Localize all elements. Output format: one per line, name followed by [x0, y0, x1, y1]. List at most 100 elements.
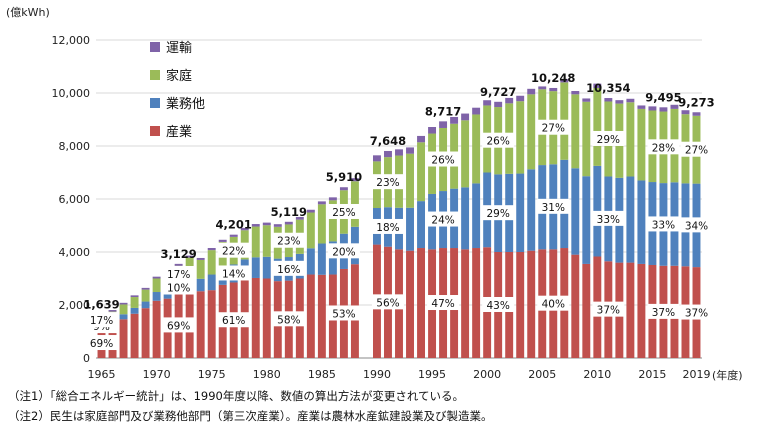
bar-segment-産業: [626, 262, 635, 358]
bar-segment-産業: [516, 252, 525, 358]
percent-label-box: [592, 210, 625, 226]
bar-segment-運輸: [450, 116, 459, 124]
x-tick-label: 1985: [308, 368, 336, 381]
bar-segment-運輸: [262, 222, 271, 226]
legend-swatch: [150, 42, 160, 52]
percent-label-box: [217, 242, 250, 258]
bar-segment-運輸: [196, 257, 205, 260]
percent-label-box: [680, 217, 713, 233]
bar-segment-家庭: [119, 304, 128, 315]
bar-segment-運輸: [417, 135, 426, 143]
data-labels: 1,639 3,129 4,201 5,119 5,910 7,648 8,717 9,727…: [83, 71, 715, 351]
bar-segment-運輸: [218, 239, 227, 242]
bar-segment-運輸: [317, 201, 326, 205]
percent-label-box: [680, 141, 713, 157]
bar-segment-業務他: [317, 243, 326, 275]
percent-label: 23%: [376, 177, 399, 189]
percent-label: 10%: [167, 283, 190, 295]
legend-swatch: [150, 98, 160, 108]
bar-segment-家庭: [417, 142, 426, 202]
percent-label-box: [427, 151, 460, 167]
percent-label: 33%: [597, 214, 620, 226]
bar-segment-運輸: [527, 88, 536, 95]
percent-label-box: [327, 203, 360, 219]
y-tick-label: 6,000: [59, 193, 91, 206]
bar-segment-家庭: [582, 101, 591, 177]
bar-segment-業務他: [417, 201, 426, 249]
percent-label-box: [85, 312, 118, 328]
y-tick-label: 8,000: [59, 140, 91, 153]
legend-label: 運輸: [166, 41, 192, 56]
bar-segment-産業: [527, 250, 536, 358]
bar-segment-運輸: [516, 95, 525, 102]
bar-segment-産業: [207, 290, 216, 358]
percent-label: 37%: [685, 308, 708, 320]
bar-segment-運輸: [428, 126, 437, 134]
percent-label: 16%: [277, 264, 300, 276]
percent-label-box: [647, 216, 680, 232]
percent-label: 56%: [376, 297, 399, 309]
bar-segment-家庭: [262, 225, 271, 257]
bar-segment-業務他: [130, 307, 139, 314]
percent-label: 47%: [431, 298, 454, 310]
y-tick-label: 0: [83, 352, 90, 365]
bar-segment-業務他: [196, 278, 205, 292]
percent-label: 53%: [332, 308, 355, 320]
total-label: 7,648: [370, 134, 406, 148]
bar-segment-産業: [196, 291, 205, 358]
x-tick-label: 1995: [418, 368, 446, 381]
percent-label-box: [327, 305, 360, 321]
percent-label-box: [371, 294, 404, 310]
bar-segment-産業: [582, 263, 591, 358]
y-tick-label: 4,000: [59, 246, 91, 259]
bar-segment-業務他: [119, 314, 128, 320]
percent-label-box: [217, 265, 250, 281]
percent-label-box: [537, 198, 570, 214]
bar-segment-業務他: [582, 176, 591, 264]
percent-label-box: [537, 119, 570, 135]
bar-segment-運輸: [472, 107, 481, 115]
percent-label-box: [217, 312, 250, 328]
bar-segment-業務他: [306, 248, 315, 275]
percent-label: 26%: [431, 155, 454, 167]
bar-segment-運輸: [350, 178, 359, 182]
bar-segment-産業: [317, 274, 326, 358]
bar-segment-業務他: [516, 173, 525, 252]
bar-segment-運輸: [108, 310, 117, 312]
legend-label: 家庭: [166, 68, 192, 84]
bar-segment-業務他: [571, 168, 580, 255]
percent-label-box: [592, 130, 625, 146]
bar-segment-運輸: [339, 187, 348, 191]
percent-label-box: [427, 295, 460, 311]
bar-segment-家庭: [626, 102, 635, 177]
bar-segment-家庭: [637, 108, 646, 181]
bar-segment-産業: [141, 308, 150, 358]
x-axis-label: (年度): [712, 368, 743, 382]
percent-label: 22%: [222, 246, 245, 258]
percent-label-box: [272, 311, 305, 327]
bar-segment-運輸: [681, 110, 690, 115]
bar-segment-運輸: [229, 234, 238, 237]
percent-label: 18%: [376, 222, 399, 234]
bar-segment-運輸: [273, 224, 282, 227]
bar-segment-業務他: [207, 274, 216, 291]
percent-label: 37%: [597, 305, 620, 317]
bar-segment-運輸: [406, 147, 414, 154]
x-tick-label: 2005: [528, 368, 556, 381]
bar-segment-家庭: [251, 226, 260, 258]
percent-label-box: [272, 260, 305, 276]
legend-label: 業務他: [166, 96, 205, 112]
bar-segment-運輸: [582, 98, 591, 102]
bar-segment-運輸: [174, 263, 183, 266]
percent-label: 31%: [542, 202, 565, 214]
bar-segment-家庭: [152, 278, 161, 293]
bar-segment-運輸: [560, 79, 569, 83]
percent-label: 37%: [652, 307, 675, 319]
percent-label-box: [647, 139, 680, 155]
bar-segment-運輸: [692, 112, 701, 116]
total-label: 9,495: [645, 90, 681, 104]
bar-segment-産業: [417, 248, 426, 358]
total-label: 9,727: [480, 85, 516, 99]
x-tick-label: 1980: [253, 368, 281, 381]
bar-segment-業務他: [141, 301, 150, 309]
